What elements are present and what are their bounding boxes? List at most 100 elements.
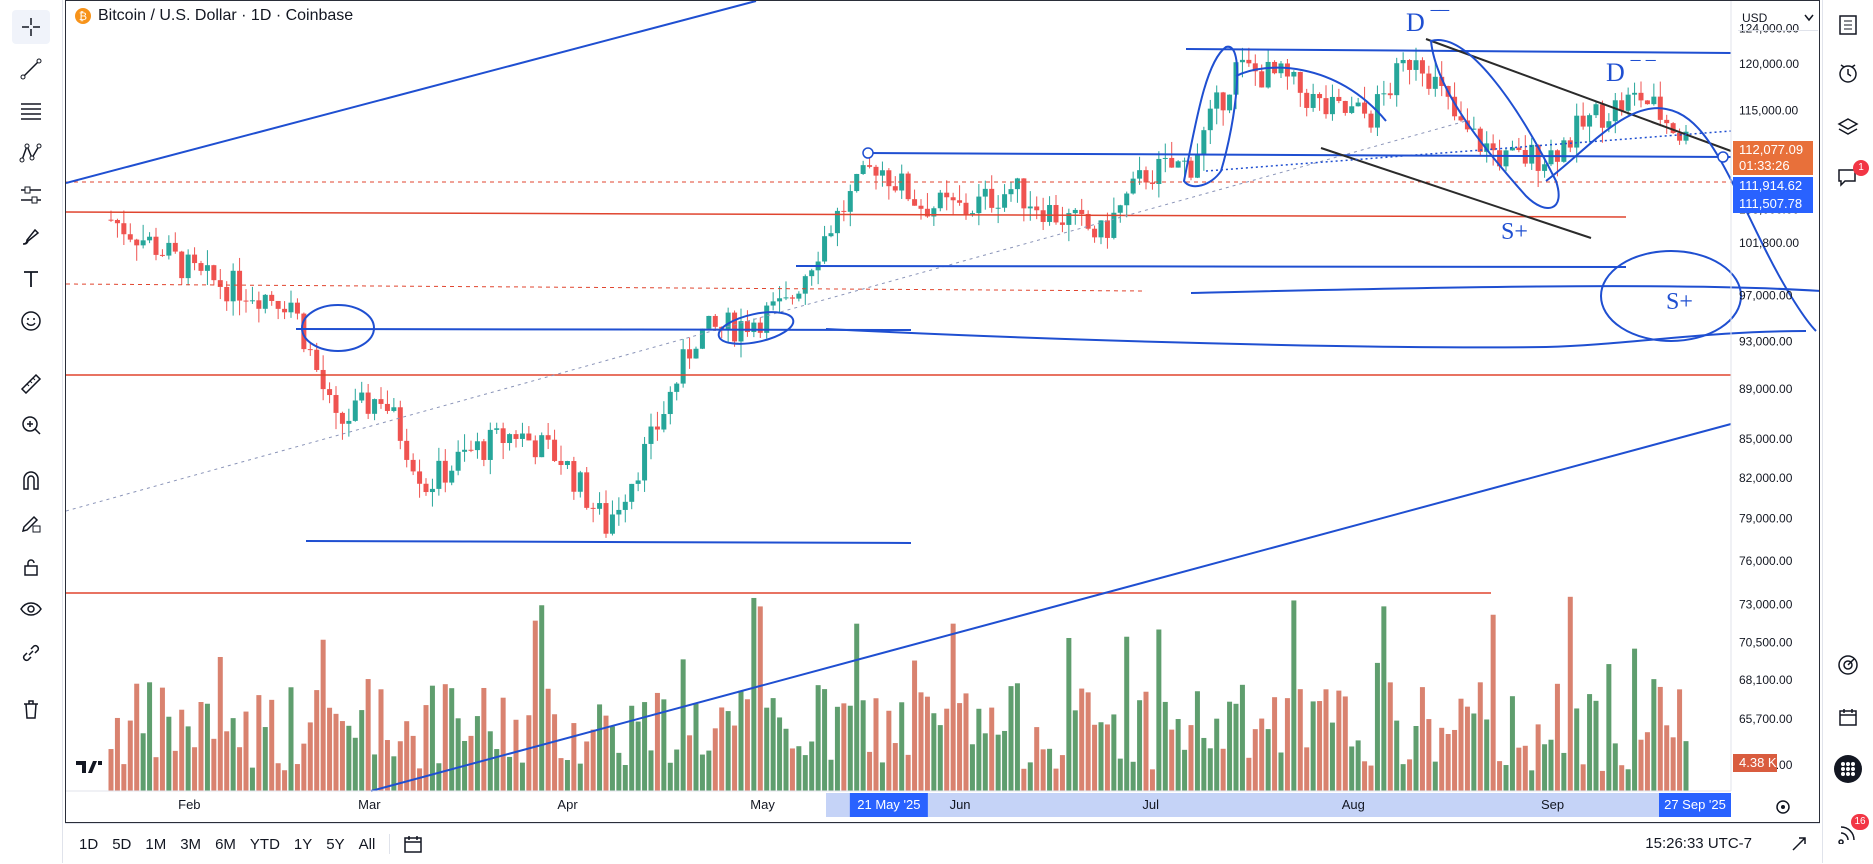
lock-drawing-icon[interactable] xyxy=(12,506,50,540)
candle-body xyxy=(494,428,500,430)
settings-icon[interactable] xyxy=(1774,798,1792,816)
candle-body xyxy=(1612,100,1618,122)
timeframe-6m[interactable]: 6M xyxy=(215,835,236,853)
volume-bar xyxy=(307,722,313,791)
emoji-icon[interactable] xyxy=(12,304,50,338)
volume-bar xyxy=(1554,683,1560,791)
volume-bar xyxy=(918,692,924,791)
alert-icon[interactable] xyxy=(1831,56,1865,90)
price-tick-label: 82,000.00 xyxy=(1739,471,1793,485)
candle-body xyxy=(622,501,628,510)
candle-body xyxy=(1246,59,1252,64)
eye-icon[interactable] xyxy=(12,592,50,626)
prediction-icon[interactable] xyxy=(12,178,50,212)
text-icon[interactable] xyxy=(12,262,50,296)
blue-freehand-line xyxy=(1190,285,1819,294)
candle-body xyxy=(1503,150,1509,167)
user-drawings[interactable]: D ‾‾ D ‾ ‾ S+ S+ xyxy=(66,1,1820,792)
timeframe-3m[interactable]: 3M xyxy=(180,835,202,853)
volume-bar xyxy=(931,713,937,791)
volume-bar xyxy=(1188,725,1194,791)
link-icon[interactable] xyxy=(12,636,50,670)
candle-body xyxy=(1002,194,1008,208)
calendar-icon[interactable] xyxy=(1831,700,1865,734)
diagonal-dashed xyxy=(66,120,1467,512)
candle-body xyxy=(519,433,525,439)
candle-body xyxy=(950,197,956,201)
timeframe-1y[interactable]: 1Y xyxy=(293,835,313,853)
timeframe-1d[interactable]: 1D xyxy=(79,835,99,853)
volume-bar xyxy=(314,690,320,791)
volume-bar xyxy=(320,639,326,791)
candle-body xyxy=(1587,115,1593,127)
candle-body xyxy=(834,210,840,234)
broadcast-icon[interactable] xyxy=(1831,816,1865,850)
trash-icon[interactable] xyxy=(12,692,50,726)
candle-body xyxy=(629,483,635,502)
bottom-toolbar: 1D 5D 1M 3M 6M YTD 1Y 5Y All 15:26:33 UTC-7 xyxy=(65,823,1820,864)
chart-canvas[interactable]: D ‾‾ D ‾ ‾ S+ S+ Feb Mar Apr May Jun Jul Aug Se… xyxy=(66,1,1820,823)
clock[interactable]: 15:26:33 UTC-7 xyxy=(1645,835,1752,852)
apps-icon[interactable] xyxy=(1831,752,1865,786)
volume-bar xyxy=(1587,694,1593,791)
volume-bar xyxy=(217,656,223,791)
volume-bar xyxy=(1407,759,1413,791)
ruler-icon[interactable] xyxy=(12,366,50,400)
currency-label: USD xyxy=(1742,10,1768,25)
candle-body xyxy=(1092,228,1098,238)
candle-body xyxy=(282,308,288,313)
candle-body xyxy=(359,392,365,401)
crosshair-icon[interactable] xyxy=(12,10,50,44)
candle-body xyxy=(1342,100,1348,113)
volume-bar xyxy=(616,752,622,791)
time-cursor-label-bg xyxy=(849,793,928,817)
volume-bar xyxy=(288,687,294,791)
fib-icon[interactable] xyxy=(12,94,50,128)
candle-body xyxy=(417,471,423,484)
timeframe-1m[interactable]: 1M xyxy=(145,835,167,853)
volume-bar xyxy=(1317,701,1323,791)
scanner-icon[interactable] xyxy=(1831,648,1865,682)
candle-body xyxy=(1008,189,1014,195)
trendline-icon[interactable] xyxy=(12,52,50,86)
chart-pane[interactable]: D ‾‾ D ‾ ‾ S+ S+ Feb Mar Apr May Jun Jul Aug Se… xyxy=(65,0,1820,823)
timeframe-5y[interactable]: 5Y xyxy=(326,835,345,853)
symbol-header[interactable]: ₿ Bitcoin / U.S. Dollar · 1D · Coinbase xyxy=(74,7,353,25)
volume-bar xyxy=(841,703,847,791)
candle-body xyxy=(1207,108,1213,131)
timeframe-5d[interactable]: 5D xyxy=(112,835,132,853)
candle-body xyxy=(744,321,750,333)
candle-body xyxy=(609,514,615,534)
notification-badge: 16 xyxy=(1851,814,1869,830)
candles xyxy=(108,47,1689,538)
watchlist-icon[interactable] xyxy=(1831,8,1865,42)
candle-body xyxy=(1490,143,1496,151)
maximize-icon[interactable] xyxy=(1790,835,1808,853)
candle-body xyxy=(854,173,860,192)
candle-body xyxy=(860,165,866,174)
price-tick-label: 85,000.00 xyxy=(1739,432,1793,446)
currency-selector[interactable]: USD xyxy=(1738,5,1818,31)
volume-bar xyxy=(1175,719,1181,791)
magnet-icon[interactable] xyxy=(12,464,50,498)
volume-bar xyxy=(1387,682,1393,791)
layers-icon[interactable] xyxy=(1831,110,1865,144)
pattern-icon[interactable] xyxy=(12,136,50,170)
candle-body xyxy=(1426,73,1432,89)
timeframe-ytd[interactable]: YTD xyxy=(249,835,280,853)
brush-icon[interactable] xyxy=(12,220,50,254)
volume-bar xyxy=(732,725,738,791)
candle-body xyxy=(1400,59,1406,64)
lock-icon[interactable] xyxy=(12,550,50,584)
volume-bar xyxy=(1497,761,1503,791)
volume-bar xyxy=(989,707,995,791)
volume-bar xyxy=(1027,762,1033,791)
candle-body xyxy=(1297,71,1303,93)
candle-body xyxy=(365,392,371,414)
volume-bar xyxy=(1079,688,1085,791)
candle-body xyxy=(1574,115,1580,148)
volume-bar xyxy=(159,687,165,791)
zoom-icon[interactable] xyxy=(12,408,50,442)
date-range-icon[interactable] xyxy=(402,833,424,855)
timeframe-all[interactable]: All xyxy=(358,835,376,853)
